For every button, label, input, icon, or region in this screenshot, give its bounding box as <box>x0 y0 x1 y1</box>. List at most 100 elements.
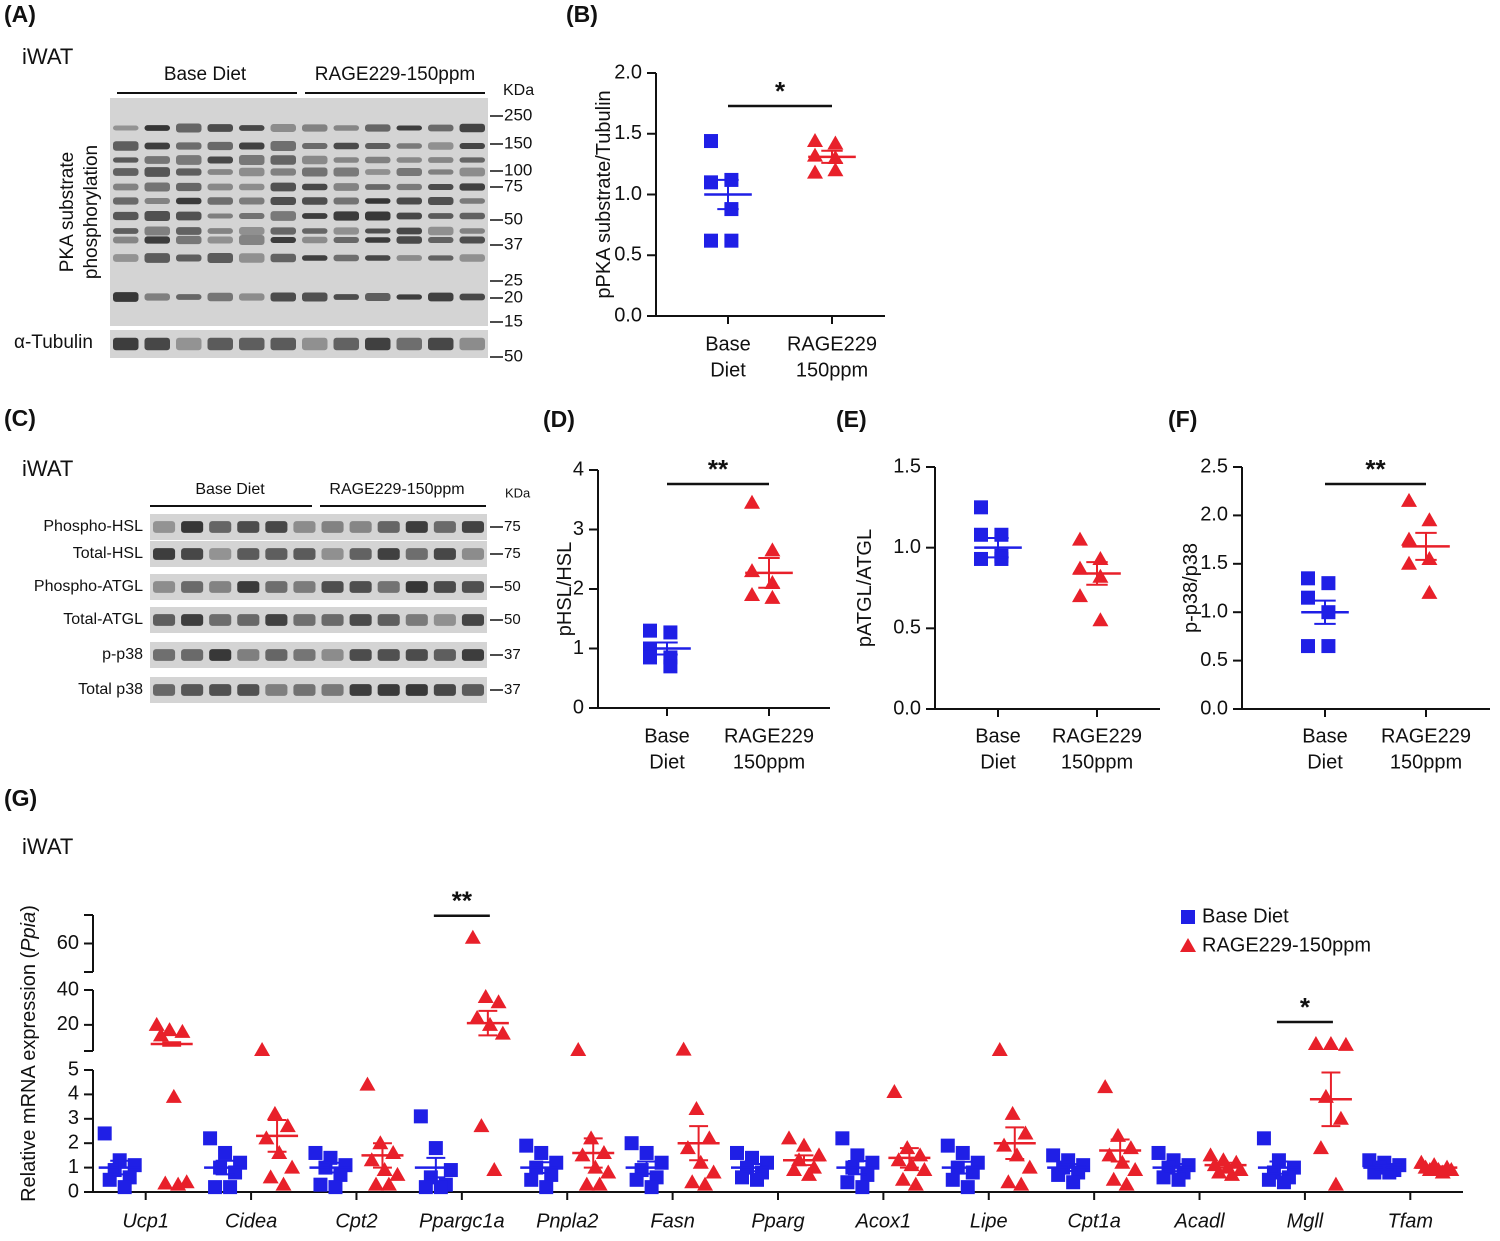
blot-band <box>349 581 372 593</box>
blot-band <box>459 183 485 191</box>
blot-band <box>239 212 265 220</box>
panel-label: (E) <box>836 406 867 432</box>
blot-band <box>176 235 202 245</box>
sem-bar <box>426 1156 446 1179</box>
y-tick-label: 0.0 <box>893 697 921 719</box>
data-point <box>850 1148 865 1163</box>
blot-image <box>110 98 488 326</box>
y-tick-label: 1.0 <box>893 536 921 558</box>
marker-label: 20 <box>504 287 523 306</box>
blot-band <box>270 337 296 351</box>
blot-band <box>321 548 344 560</box>
data-point <box>1301 590 1315 605</box>
x-tick-label: Pnpla2 <box>536 1210 598 1232</box>
data-point <box>835 1131 850 1146</box>
data-point <box>840 1175 855 1190</box>
blot-image <box>150 574 487 600</box>
data-point <box>688 1101 705 1116</box>
blot-band <box>144 253 170 263</box>
data-point <box>148 1016 165 1031</box>
data-point <box>1202 1147 1219 1162</box>
tissue-label: iWAT <box>22 44 73 69</box>
data-point <box>600 1164 617 1179</box>
data-point <box>534 1145 549 1160</box>
x-tick-label: Mgll <box>1287 1210 1324 1232</box>
sem-bar <box>1374 1164 1394 1171</box>
sem-bar <box>742 1162 762 1173</box>
sem-bar <box>1269 1160 1289 1175</box>
y-axis-label: pATGL/ATGL <box>854 529 876 647</box>
data-point <box>254 1041 271 1056</box>
data-point <box>170 1176 187 1191</box>
data-point <box>443 1163 458 1178</box>
blot-band <box>176 168 202 176</box>
data-point <box>203 1131 218 1146</box>
data-point <box>418 1180 433 1195</box>
marker-label: 50 <box>504 346 523 365</box>
y-tick-label: 60 <box>57 932 79 954</box>
data-point <box>1013 1176 1030 1191</box>
blot-band <box>239 227 265 235</box>
blot-band <box>302 183 328 191</box>
blot-band <box>270 253 296 263</box>
blot-band <box>181 614 204 626</box>
data-point <box>786 1162 802 1177</box>
x-tick-label: 150ppm <box>1061 751 1133 773</box>
tissue-label: iWAT <box>22 456 73 481</box>
y-axis-label-part: Relative mRNA expression ( <box>18 951 40 1201</box>
blot-band <box>176 211 202 221</box>
x-tick-label: RAGE229 <box>724 725 814 747</box>
blot-band <box>461 649 484 661</box>
sem-bar <box>1086 561 1108 586</box>
blot-band <box>113 141 139 151</box>
blot-band <box>433 684 456 696</box>
blot-band <box>349 649 372 661</box>
blot-band <box>265 581 288 593</box>
blot-band <box>405 581 428 593</box>
x-tick-label: Lipe <box>970 1210 1008 1232</box>
blot-band <box>113 183 139 191</box>
blot-band <box>144 293 170 301</box>
data-point <box>258 1130 275 1145</box>
blot-band <box>428 169 454 175</box>
row-label: Total p38 <box>78 681 143 698</box>
blot-band <box>270 124 296 132</box>
row-label: Total-ATGL <box>63 611 143 628</box>
blot-band <box>207 213 233 219</box>
sem-bar <box>373 1142 392 1169</box>
blot-band <box>459 212 485 220</box>
blot-band <box>428 237 454 243</box>
blot-band <box>176 227 202 235</box>
blot-band <box>207 124 233 132</box>
group-label: RAGE229-150ppm <box>315 64 476 85</box>
blot-image <box>110 330 488 358</box>
sem-bar <box>821 149 843 164</box>
data-point <box>1337 1036 1354 1051</box>
blot-band <box>237 649 260 661</box>
blot-band <box>428 292 454 302</box>
blot-band <box>428 337 454 351</box>
data-point <box>165 1088 182 1103</box>
blot-band <box>405 649 428 661</box>
blot-band <box>237 684 260 696</box>
x-tick-label: Cpt1a <box>1067 1210 1120 1232</box>
data-point <box>413 1109 428 1124</box>
data-point <box>624 1136 639 1151</box>
y-tick-label: 0.5 <box>893 617 921 639</box>
data-point <box>1072 531 1088 546</box>
legend-marker <box>1180 938 1196 952</box>
blot-band <box>293 649 316 661</box>
data-point <box>974 551 988 566</box>
panel-label: (B) <box>566 1 598 27</box>
data-point <box>705 1164 722 1179</box>
data-point <box>907 1176 924 1191</box>
significance-label: ** <box>708 454 729 484</box>
data-point <box>1072 588 1088 603</box>
sem-bar <box>162 1041 182 1047</box>
blot-band <box>237 548 260 560</box>
blot-band <box>207 156 233 164</box>
blot-band <box>349 521 372 533</box>
row-label: α-Tubulin <box>14 332 93 353</box>
data-point <box>1321 639 1336 654</box>
blot-band <box>270 227 296 235</box>
